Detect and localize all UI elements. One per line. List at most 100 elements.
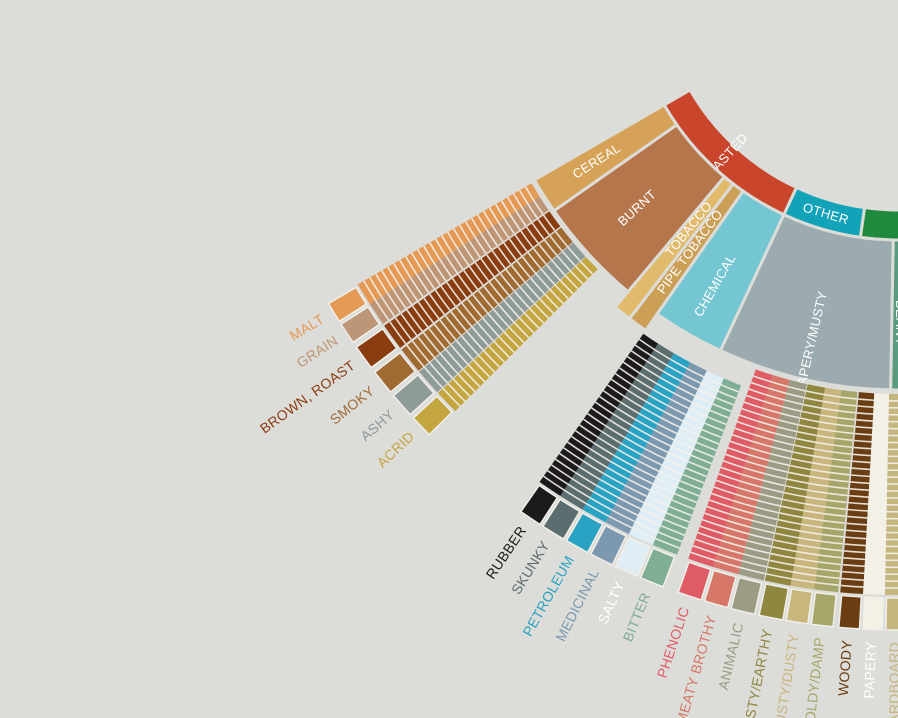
leaf-musty-earthy-stripe [770, 552, 796, 560]
leaf-phenolic-stripe [748, 388, 767, 396]
leaf-moldy-damp-stripe [838, 409, 856, 414]
leaf-meaty-brothy-stripe [743, 466, 766, 475]
leaf-medicinal-stripe [624, 484, 648, 498]
leaf-malt-stripe [452, 228, 465, 246]
leaf-bitter-stripe [668, 505, 693, 517]
leaf-moldy-damp-stripe [831, 458, 851, 462]
leaf-brown-roast-stripe [411, 305, 429, 328]
leaf-brown-roast-stripe [503, 242, 517, 261]
leaf-rubber-stripe [594, 401, 614, 415]
leaf-smoky-stripe [499, 273, 515, 292]
leaf-phenolic-stripe [718, 473, 741, 482]
leaf-acrid-stripe [529, 308, 545, 324]
leaf-musty-dusty-stripe [823, 393, 841, 398]
leaf-brown-roast-stripe [525, 226, 539, 244]
leaf-ashy-stripe [546, 264, 561, 281]
leaf-woody-stripe [849, 494, 869, 498]
leaf-rubber-stripe [551, 464, 573, 480]
leaf-malt-stripe [476, 214, 488, 231]
leaf-meaty-brothy-stripe [755, 427, 776, 435]
leaf-papery-stripe [865, 558, 886, 562]
leaf-skunky-stripe [593, 442, 615, 457]
leaf-phenolic-stripe [697, 531, 722, 542]
leaf-woody-stripe [846, 522, 868, 526]
leaf-rubber-stripe [563, 447, 584, 462]
leaf-petroleum-stripe [603, 472, 626, 487]
leaf-medicinal-swatch [589, 524, 628, 566]
leaf-moldy-damp-stripe [823, 519, 845, 524]
leaf-phenolic-stripe [734, 427, 755, 436]
leaf-ashy-stripe [445, 348, 464, 370]
leaf-ashy-band [419, 242, 586, 393]
leaf-musty-earthy-stripe [775, 532, 800, 539]
leaf-ashy-label: ASHY [357, 406, 397, 444]
leaf-grain-stripe [374, 299, 390, 321]
leaf-woody-stripe [856, 418, 873, 422]
leaf-grain-stripe [533, 199, 544, 215]
leaf-meaty-brothy-stripe [760, 413, 780, 421]
leaf-woody-stripe [853, 446, 872, 450]
leaf-animalic-stripe [782, 405, 802, 412]
leaf-ashy-stripe [551, 259, 566, 276]
leaf-musty-dusty-stripe [795, 557, 819, 563]
leaf-brown-roast-stripe [394, 317, 412, 340]
leaf-woody-stripe [845, 529, 867, 533]
leaf-meaty-brothy-stripe [719, 546, 744, 555]
leaf-papery-label: PAPERY [861, 641, 879, 699]
leaf-petroleum-stripe [606, 466, 629, 480]
leaf-meaty-brothy-stripe [725, 526, 750, 535]
leaf-meaty-brothy-stripe [729, 513, 753, 522]
leaf-ashy-stripe [530, 277, 546, 295]
leaf-musty-earthy-stripe [801, 410, 821, 416]
leaf-meaty-brothy-stripe [770, 380, 789, 388]
leaf-malt-stripe [375, 273, 388, 294]
leaf-malt-stripe [524, 186, 535, 201]
leaf-medicinal-stripe [650, 435, 672, 447]
leaf-salty-stripe [685, 414, 705, 424]
leaf-malt-swatch [327, 286, 368, 323]
leaf-woody-stripe [854, 432, 873, 436]
leaf-musty-dusty-stripe [808, 482, 829, 488]
category-ring: ROASTEDOTHERGREEN/VEGETATIVE [662, 87, 898, 242]
leaf-malt-stripe [506, 196, 517, 212]
leaf-medicinal-stripe [686, 367, 705, 378]
leaf-woody-stripe [857, 405, 874, 408]
leaf-malt-stripe [429, 242, 441, 260]
leaf-meaty-brothy-stripe [727, 519, 751, 529]
leaf-musty-dusty-stripe [802, 516, 824, 522]
leaf-malt-stripe [470, 217, 482, 235]
leaf-meaty-brothy-stripe [764, 400, 783, 408]
leaf-musty-earthy-label: MUSTY/EARTHY [738, 627, 776, 718]
leaf-petroleum-stripe [631, 424, 652, 437]
subcategory-beany-segment [889, 238, 898, 392]
leaf-ashy-stripe [482, 317, 500, 337]
leaf-moldy-damp: MOLDY/DAMP [800, 390, 858, 718]
leaf-animalic-stripe [778, 419, 799, 426]
leaf-salty-stripe [637, 514, 662, 527]
leaf-brown-roast-stripe [491, 250, 506, 269]
leaf-musty-earthy-stripe [780, 505, 804, 512]
leaf-animalic-stripe [762, 479, 785, 487]
leaf-moldy-damp-stripe [820, 540, 843, 545]
leaf-musty-earthy-stripe [789, 464, 811, 471]
leaf-meaty-brothy-stripe [741, 473, 764, 482]
leaf-grain-stripe [392, 288, 407, 309]
leaf-moldy-damp-stripe [832, 451, 852, 455]
leaf-grain-stripe [497, 222, 510, 239]
leaf-petroleum-stripe [666, 364, 685, 376]
leaf-petroleum-stripe [620, 442, 642, 456]
leaf-smoky-stripe [406, 344, 425, 367]
leaf-cardboard: CARDBOARD [884, 393, 898, 718]
leaf-bitter-stripe [679, 480, 702, 491]
leaf-musty-earthy-stripe [806, 390, 825, 396]
category-green-segment [858, 205, 898, 242]
leaf-phenolic-stripe [725, 453, 747, 462]
leaf-musty-dusty-stripe [805, 496, 827, 501]
leaf-acrid-stripe [457, 373, 476, 393]
leaf-acrid-stripe [570, 270, 584, 285]
leaf-bitter-stripe [698, 435, 720, 445]
leaf-brown-roast-stripe [531, 222, 545, 240]
leaf-smoky-stripe [555, 231, 569, 247]
leaf-smoky-stripe [510, 264, 526, 283]
leaf-musty-earthy-stripe [767, 566, 794, 573]
